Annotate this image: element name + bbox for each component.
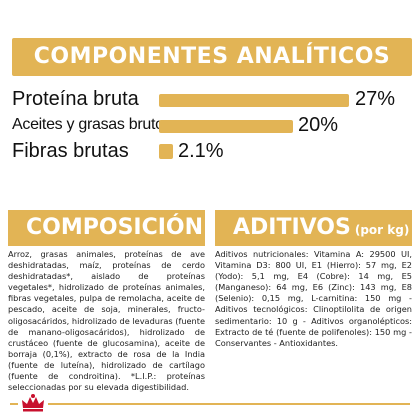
fiber-label: Fibras brutas xyxy=(12,140,129,162)
fat-value: 20% xyxy=(298,114,339,136)
footer-divider xyxy=(10,403,410,405)
analytic-row-fiber: Fibras brutas 2.1% xyxy=(12,138,412,164)
fiber-value: 2.1% xyxy=(178,140,224,162)
fiber-bar xyxy=(159,144,173,159)
additives-heading: ADITIVOS (por kg) xyxy=(233,210,409,248)
fat-label: Aceites y grasas brutos xyxy=(12,116,172,133)
additives-banner: ADITIVOS (por kg) xyxy=(215,210,412,246)
analytics-banner: COMPONENTES ANALÍTICOS xyxy=(12,38,412,76)
protein-label: Proteína bruta xyxy=(12,88,139,110)
protein-value: 27% xyxy=(355,88,396,110)
analytic-row-fat: Aceites y grasas brutos 20% xyxy=(12,112,412,138)
fat-bar xyxy=(159,120,293,133)
composition-text: Arroz, grasas animales, proteínas de ave… xyxy=(8,249,205,393)
protein-bar xyxy=(159,94,349,107)
composition-banner: COMPOSICIÓN xyxy=(8,210,205,246)
royal-canin-crown-logo-icon xyxy=(18,394,48,413)
composition-title: COMPOSICIÓN xyxy=(26,215,204,240)
additives-subtitle: (por kg) xyxy=(354,223,410,237)
analytics-title: COMPONENTES ANALÍTICOS xyxy=(33,44,391,69)
additives-title: ADITIVOS xyxy=(233,215,351,240)
additives-text: Aditivos nutricionales: Vitamina A: 2950… xyxy=(215,249,412,348)
analytic-row-protein: Proteína bruta 27% xyxy=(12,86,412,112)
